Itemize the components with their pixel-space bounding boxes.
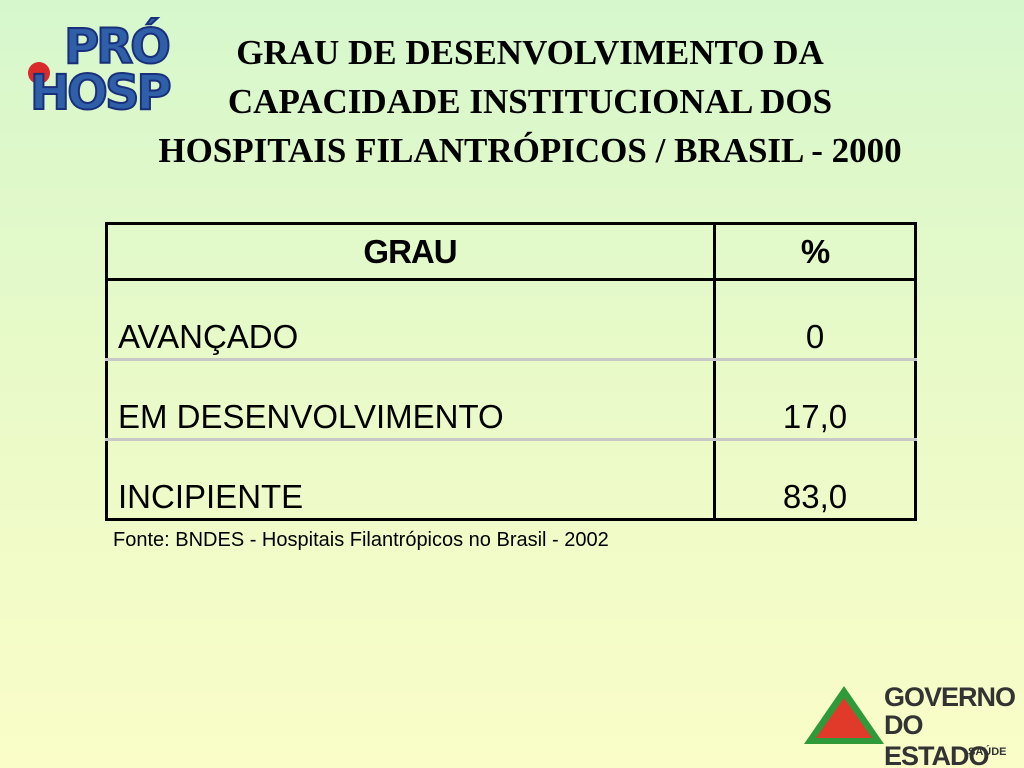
logo-triangle <box>804 686 884 744</box>
logo-text: SAÚDE <box>968 746 1007 758</box>
data-table: GRAU % AVANÇADO 0 EM DESENVOLVIMENTO 17,… <box>105 222 917 521</box>
government-logo: GOVERNO DO ESTADO SAÚDE <box>800 678 1016 768</box>
title-line: CAPACIDADE INSTITUCIONAL DOS <box>227 82 833 121</box>
cell: EM DESENVOLVIMENTO <box>106 359 716 441</box>
logo-dot <box>28 62 50 84</box>
logo-text: GOVERNO <box>884 682 1016 712</box>
logo-text: DO ESTADO <box>884 710 990 768</box>
prohosp-logo: PRÓ HOSP <box>28 22 178 122</box>
cell: 83,0 <box>782 478 848 515</box>
cell: INCIPIENTE <box>106 439 716 520</box>
cell: 0 <box>714 279 916 361</box>
row: INCIPIENTE 83,0 <box>106 439 916 520</box>
row: EM DESENVOLVIMENTO 17,0 <box>106 359 916 441</box>
logo-text: HOSP <box>29 65 173 121</box>
title-line: GRAU DE DESENVOLVIMENTO DA <box>236 33 824 72</box>
source-note: Fonte: BNDES - Hospitais Filantrópicos n… <box>113 529 609 551</box>
cell: 17,0 <box>714 359 916 441</box>
logo-text: PRÓ <box>63 19 172 75</box>
column-header: GRAU <box>106 223 716 281</box>
cell: AVANÇADO <box>106 279 716 361</box>
header-row: GRAU % <box>106 223 916 281</box>
column-header: % <box>714 223 916 281</box>
title-line: HOSPITAIS FILANTRÓPICOS / BRASIL - 2000 <box>158 131 902 170</box>
title: GRAU DE DESENVOLVIMENTO DA CAPACIDADE IN… <box>100 28 960 175</box>
row: AVANÇADO 0 <box>106 279 916 361</box>
